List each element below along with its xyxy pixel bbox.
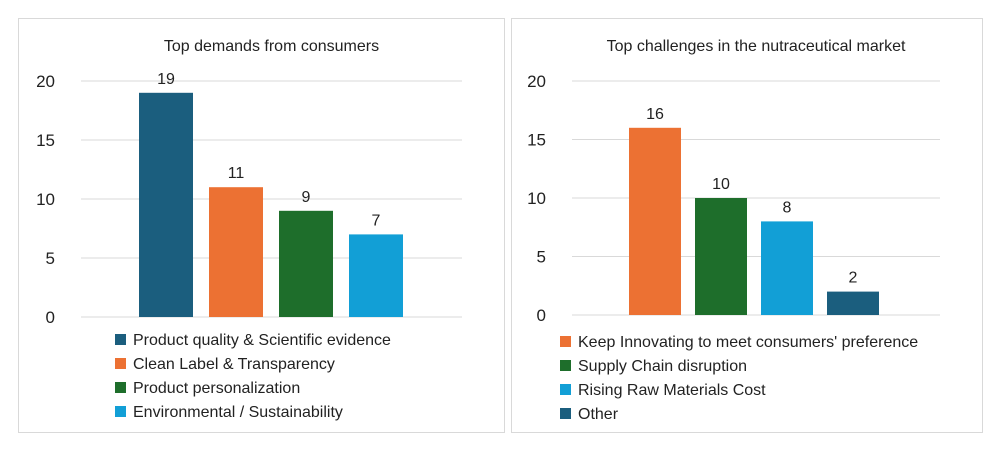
legend-swatch (560, 408, 571, 419)
bar (279, 210, 333, 317)
bar (695, 198, 747, 315)
chart-panel-consumer-demands: Top demands from consumers 0 5 10 15 20 19 11 9 7… (18, 18, 505, 433)
legend-label: Supply Chain disruption (578, 358, 747, 375)
data-label: 16 (646, 106, 664, 123)
y-tick-label: 0 (537, 306, 546, 325)
chart-title: Top demands from consumers (164, 38, 379, 55)
legend-swatch (560, 384, 571, 395)
data-label: 10 (712, 176, 730, 193)
bar (209, 187, 263, 317)
y-tick-label: 20 (36, 72, 55, 91)
data-label: 11 (228, 165, 245, 182)
y-tick-label: 20 (527, 72, 546, 91)
chart-market-challenges: Top challenges in the nutraceutical mark… (527, 38, 940, 423)
legend-label: Environmental / Sustainability (133, 404, 343, 421)
bar (827, 291, 879, 315)
legend-swatch (560, 336, 571, 347)
legend-label: Keep Innovating to meet consumers' prefe… (578, 334, 918, 351)
chart-title: Top challenges in the nutraceutical mark… (607, 38, 906, 55)
chart-consumer-demands: Top demands from consumers 0 5 10 15 20 19 11 9 7… (36, 38, 462, 421)
y-tick-label: 5 (537, 248, 546, 267)
data-label: 7 (372, 212, 381, 229)
bar (761, 221, 813, 315)
bar (139, 92, 193, 317)
legend-label: Other (578, 406, 619, 423)
bar (629, 127, 681, 315)
y-tick-label: 0 (46, 308, 55, 327)
bar (349, 234, 403, 317)
y-tick-label: 15 (527, 131, 546, 150)
legend-swatch (115, 334, 126, 345)
legend-label: Product personalization (133, 380, 300, 397)
legend-label: Clean Label & Transparency (133, 356, 335, 373)
legend-label: Product quality & Scientific evidence (133, 332, 391, 349)
y-tick-label: 10 (36, 190, 55, 209)
data-label: 8 (783, 199, 792, 216)
legend-label: Rising Raw Materials Cost (578, 382, 766, 399)
data-label: 19 (157, 71, 175, 88)
data-label: 9 (302, 189, 311, 206)
y-tick-label: 5 (46, 249, 55, 268)
legend-swatch (115, 382, 126, 393)
y-tick-label: 10 (527, 189, 546, 208)
legend-swatch (115, 358, 126, 369)
legend-swatch (560, 360, 571, 371)
y-tick-label: 15 (36, 131, 55, 150)
legend-swatch (115, 406, 126, 417)
chart-panel-market-challenges: Top challenges in the nutraceutical mark… (511, 18, 983, 433)
data-label: 2 (849, 270, 858, 287)
